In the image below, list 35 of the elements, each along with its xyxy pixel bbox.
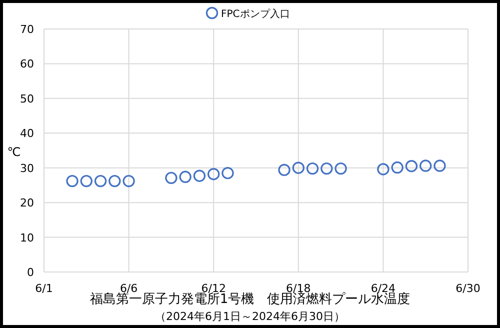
y-tick-label: 70 [20, 23, 34, 36]
y-axis-title: ℃ [7, 145, 21, 159]
text: （2024年6月1日～2024年6月30日） [155, 310, 345, 323]
point [193, 170, 206, 182]
point [66, 174, 78, 188]
point [278, 164, 290, 176]
y-tick-label: 40 [20, 127, 34, 140]
point [320, 162, 333, 175]
point [334, 162, 347, 175]
point [122, 174, 135, 188]
y-tick-label: 30 [20, 162, 34, 175]
y-tick-label: 20 [20, 196, 34, 210]
point [108, 174, 121, 188]
point [434, 160, 446, 172]
y-tick-label: 10 [20, 231, 34, 244]
point [405, 160, 418, 172]
point [420, 160, 432, 172]
legend: FPCポンプ入口 [206, 6, 290, 20]
point [179, 170, 192, 183]
point [94, 174, 107, 188]
legend-label: FPCポンプ入口 [221, 8, 290, 20]
point [165, 172, 178, 184]
point [208, 168, 220, 180]
point [377, 163, 390, 176]
point [306, 162, 319, 175]
text: 福島第一原子力発電所1号機 使用済燃料プール水温度 [90, 291, 410, 307]
point [222, 166, 234, 180]
point [292, 162, 304, 174]
point [80, 174, 92, 188]
y-tick-label: 0 [27, 266, 34, 279]
y-tick-label: 50 [20, 92, 34, 106]
point [391, 161, 404, 174]
x-tick-label: 6/1 [35, 282, 53, 295]
x-tick-label: 6/30 [456, 282, 480, 295]
y-tick-label: 60 [20, 58, 34, 71]
